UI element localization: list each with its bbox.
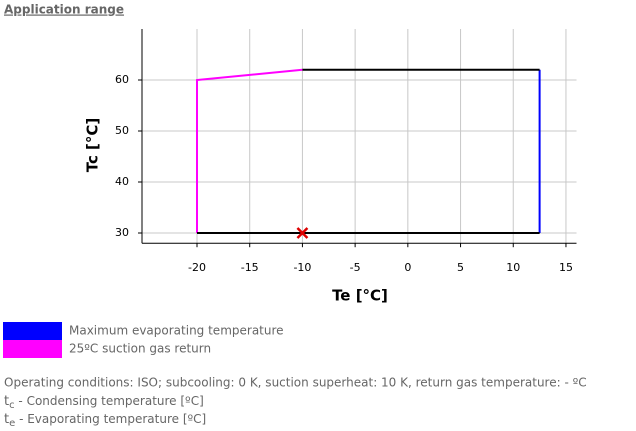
operating-point xyxy=(296,227,309,239)
point-cross xyxy=(296,227,309,239)
series-line xyxy=(196,68,303,233)
symbol-note: te - Evaporating temperature [ºC] xyxy=(4,412,206,430)
symbol-text: - Condensing temperature [ºC] xyxy=(15,394,204,408)
y-axis-label: Tc [°C] xyxy=(84,118,102,173)
y-tick-label: 40 xyxy=(115,175,129,188)
conditions-note: Operating conditions: ISO; subcooling: 0… xyxy=(4,376,587,390)
x-tick-label: 10 xyxy=(506,261,520,274)
x-tick-label: 0 xyxy=(404,261,411,274)
symbol-text: - Evaporating temperature [ºC] xyxy=(15,412,206,426)
section-title: Application range xyxy=(4,3,124,17)
symbol: t xyxy=(4,412,9,427)
symbol: t xyxy=(4,394,9,409)
x-tick-label: -20 xyxy=(188,261,206,274)
x-tick-label: 15 xyxy=(559,261,573,274)
y-tick-label: 50 xyxy=(115,124,129,137)
x-axis-label: Te [°C] xyxy=(332,287,388,305)
legend-swatch xyxy=(3,340,62,358)
symbol-subscript: e xyxy=(9,418,15,429)
symbol-note: tc - Condensing temperature [ºC] xyxy=(4,394,204,412)
y-tick-label: 60 xyxy=(115,73,129,86)
x-tick-label: -15 xyxy=(241,261,259,274)
y-tick-label: 30 xyxy=(115,226,129,239)
x-tick-label: -10 xyxy=(293,261,311,274)
x-tick-label: 5 xyxy=(457,261,464,274)
legend-label: Maximum evaporating temperature xyxy=(69,324,284,338)
legend-swatch xyxy=(3,322,62,340)
series-line xyxy=(197,68,540,234)
legend-label: 25ºC suction gas return xyxy=(69,342,211,356)
symbol-subscript: c xyxy=(9,400,15,411)
x-tick-label: -5 xyxy=(350,261,361,274)
